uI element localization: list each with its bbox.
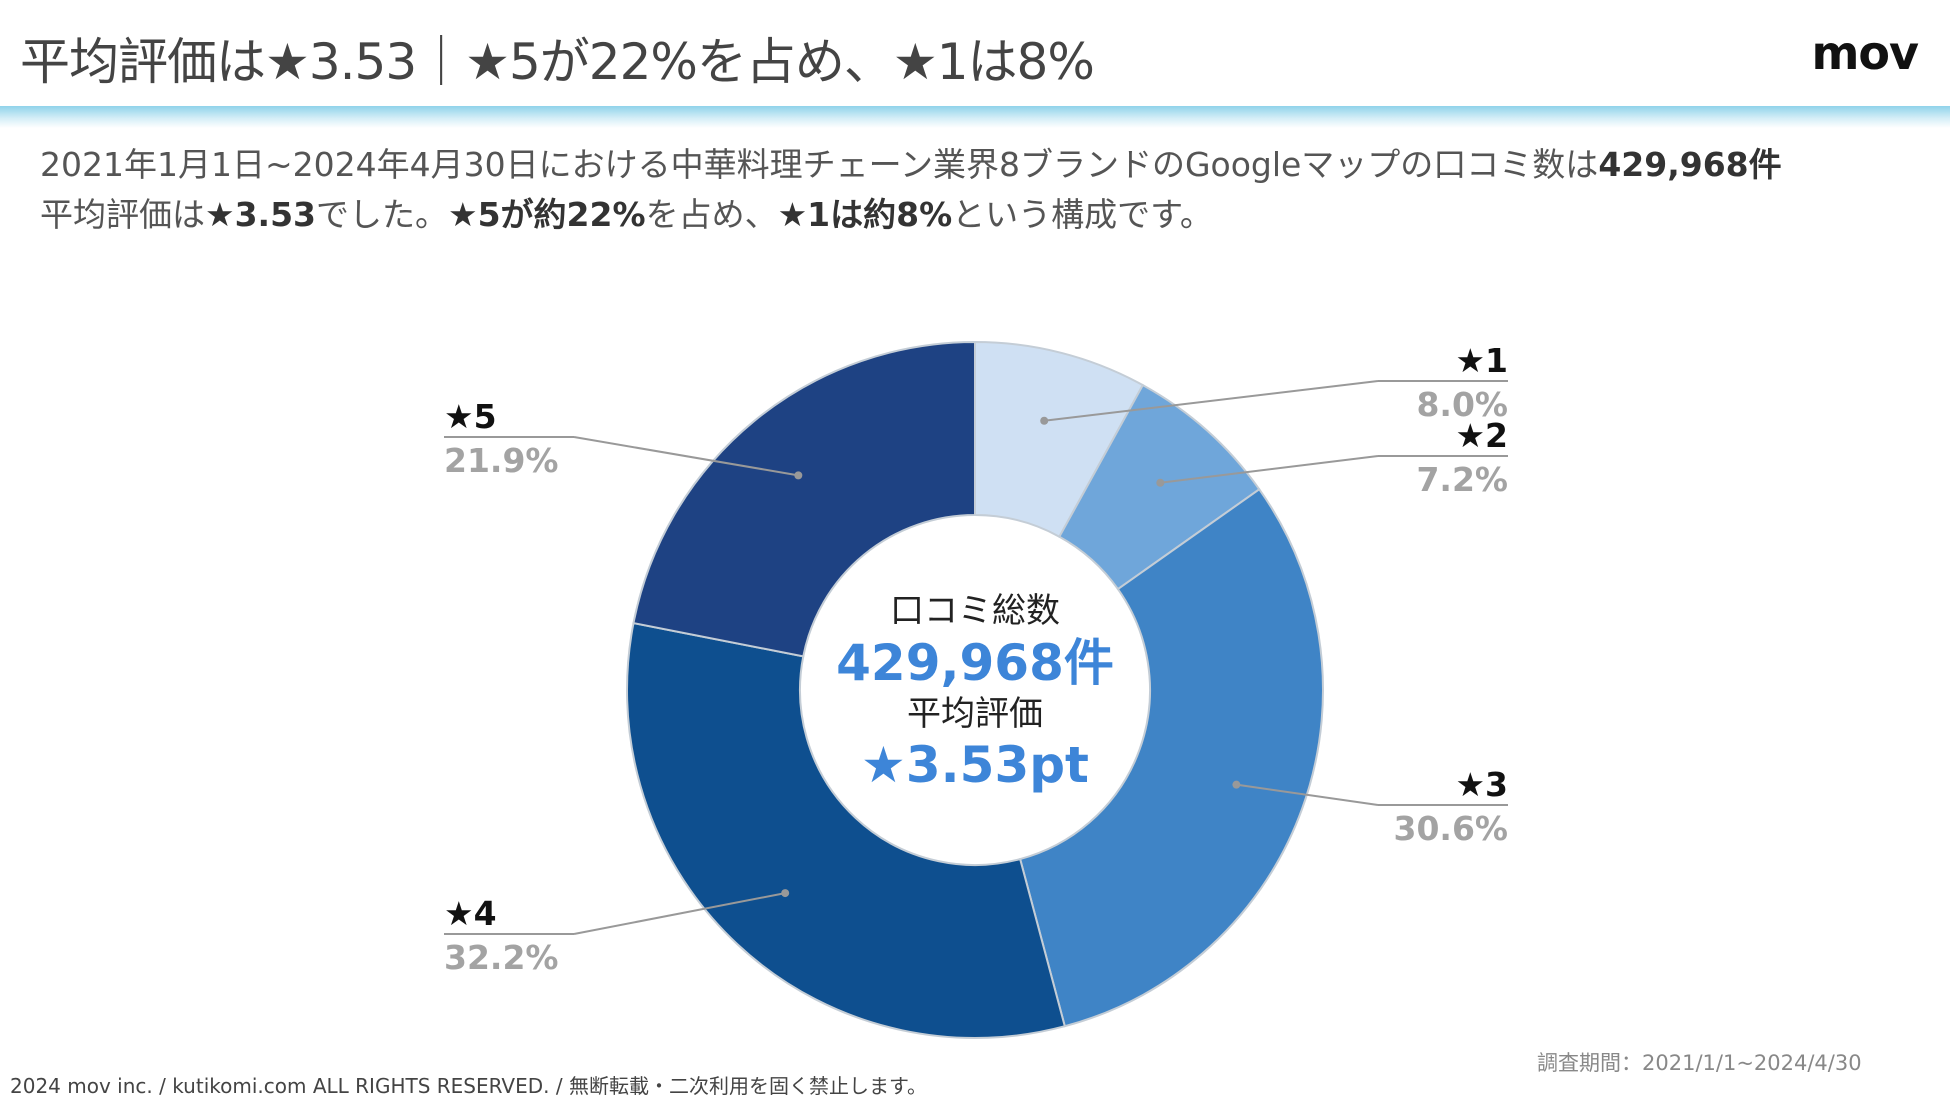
description-text: 2021年1月1日~2024年4月30日における中華料理チェーン業界8ブランドの… [40, 145, 1599, 184]
description-line-2: 平均評価は★3.53でした。★5が約22%を占め、★1は約8%という構成です。 [40, 190, 1782, 240]
center-average-value: ★3.53pt [861, 736, 1089, 794]
header-bar: 平均評価は★3.53｜★5が22%を占め、★1は8% mov [0, 0, 1950, 106]
header-gradient-band [0, 106, 1950, 128]
value-label-star3: 30.6% [1394, 809, 1509, 848]
leader-dot-star3 [1232, 780, 1241, 789]
star1-highlight: ★1は約8% [777, 195, 953, 234]
value-label-star4: 32.2% [444, 938, 559, 977]
donut-slice-star5 [632, 340, 976, 658]
value-label-star2: 7.2% [1416, 460, 1508, 499]
leader-dot-star5 [794, 471, 803, 480]
label-star3: ★3 [1455, 765, 1508, 804]
page-title: 平均評価は★3.53｜★5が22%を占め、★1は8% [20, 33, 1095, 91]
label-star4: ★4 [444, 894, 497, 933]
leader-connector-star2 [1160, 455, 1379, 484]
label-star1: ★1 [1455, 341, 1508, 380]
description-text: を占め、 [645, 195, 778, 234]
description-text: 平均評価は [40, 195, 205, 234]
value-label-star5: 21.9% [444, 441, 559, 480]
copyright-footer: 2024 mov inc. / kutikomi.com ALL RIGHTS … [10, 1074, 927, 1098]
description-text: という構成です。 [952, 195, 1213, 234]
average-highlight: ★3.53 [205, 195, 317, 234]
description-line-1: 2021年1月1日~2024年4月30日における中華料理チェーン業界8ブランドの… [40, 140, 1782, 190]
leader-connector-star4 [573, 892, 786, 935]
label-star5: ★5 [444, 397, 497, 436]
leader-dot-star1 [1040, 416, 1049, 425]
description: 2021年1月1日~2024年4月30日における中華料理チェーン業界8ブランドの… [40, 140, 1782, 240]
center-label-total: 口コミ総数 [890, 591, 1060, 631]
mov-logo: mov [1811, 26, 1919, 80]
value-label-star1: 8.0% [1416, 385, 1508, 424]
leader-connector-star5 [573, 436, 799, 477]
leader-dot-star2 [1156, 478, 1165, 487]
leader-connector-star3 [1236, 783, 1379, 806]
donut-slice-star3 [1018, 487, 1324, 1028]
total-reviews-highlight: 429,968件 [1598, 145, 1782, 184]
donut-slice-star4 [626, 621, 1067, 1039]
star5-highlight: ★5が約22% [448, 195, 646, 234]
description-text: でした。 [316, 195, 449, 234]
center-total-value: 429,968件 [836, 634, 1114, 692]
center-label-average: 平均評価 [907, 694, 1043, 734]
leader-connector-star1 [1044, 380, 1379, 422]
survey-period: 調査期間：2021/1/1~2024/4/30 [1537, 1051, 1862, 1075]
leader-dot-star4 [781, 889, 790, 898]
label-star2: ★2 [1455, 416, 1508, 455]
